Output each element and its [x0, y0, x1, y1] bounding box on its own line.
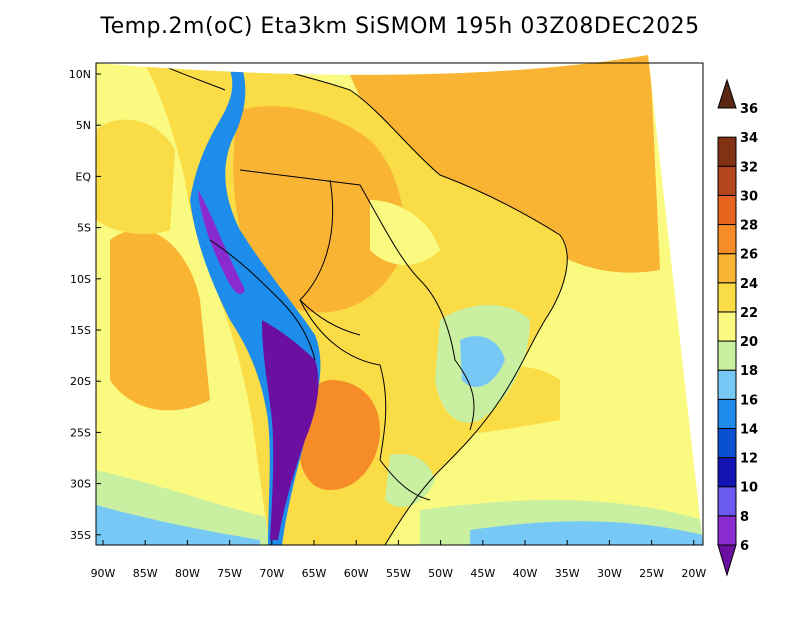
- lon-tick-label: 90W: [91, 567, 116, 580]
- lon-tick-label: 60W: [344, 567, 369, 580]
- lon-tick-label: 30W: [597, 567, 622, 580]
- colorbar-level-label: 14: [740, 422, 758, 437]
- map-frame: [95, 62, 704, 546]
- colorbar-swatch: [717, 427, 737, 459]
- lat-tick-label: 15S: [70, 324, 91, 337]
- longitude-axis: 90W 85W 80W 75W 70W 65W 60W 55W 50W 45W 40W 35W 30W 2…: [91, 540, 706, 580]
- colorbar-level-label: 16: [740, 393, 758, 408]
- colorbar-level-label: 26: [740, 248, 758, 263]
- northern-andes-cold-zone: [198, 190, 245, 295]
- colorbar-level-label: 30: [740, 189, 758, 204]
- colorbar-swatch: [717, 253, 737, 284]
- colorbar-swatch: [717, 398, 737, 429]
- north-pacific-zone: [96, 119, 175, 235]
- lon-tick-label: 50W: [428, 567, 453, 580]
- warm-atlantic-zone: [350, 55, 660, 273]
- lon-tick-label: 70W: [259, 567, 284, 580]
- lon-tick-label: 55W: [386, 567, 411, 580]
- lon-tick-label: 45W: [470, 567, 495, 580]
- lon-tick-label: 80W: [175, 567, 200, 580]
- colorbar-level-label: 6: [740, 539, 749, 554]
- lon-tick-label: 25W: [639, 567, 664, 580]
- lat-tick-label: 5S: [77, 222, 91, 235]
- colorbar-level-label: 8: [740, 510, 749, 525]
- colorbar-level-label: 20: [740, 335, 758, 350]
- central-brazil-zone: [370, 200, 440, 265]
- colorbar-level-label: 32: [740, 160, 758, 175]
- south-brazil-zone: [385, 453, 435, 508]
- colorbar-level-label: 10: [740, 481, 758, 496]
- colorbar-swatch: [717, 194, 737, 226]
- temperature-map: [96, 55, 703, 545]
- lat-tick-label: EQ: [75, 170, 91, 183]
- lat-tick-label: 35S: [70, 529, 91, 542]
- colorbar-level-label: 34: [740, 131, 758, 146]
- colorbar-swatch: [717, 369, 737, 400]
- colorbar-level-label: 18: [740, 364, 758, 379]
- lon-tick-label: 65W: [302, 567, 327, 580]
- south-atlantic-cold-band: [470, 521, 703, 545]
- lon-tick-label: 20W: [681, 567, 706, 580]
- colorbar-level-label: 22: [740, 306, 758, 321]
- colorbar-level-label: 12: [740, 452, 758, 467]
- lon-tick-label: 85W: [133, 567, 158, 580]
- highland-cool-patch: [460, 336, 505, 388]
- amazon-warm-zone: [233, 106, 404, 313]
- colorbar-swatch: [717, 515, 737, 546]
- colorbar-swatch: [717, 136, 737, 167]
- lon-tick-label: 35W: [555, 567, 580, 580]
- colorbar-swatch: [717, 282, 737, 313]
- colorbar-level-label: 28: [740, 219, 758, 234]
- colorbar-level-label: 24: [740, 277, 758, 292]
- lat-tick-label: 30S: [70, 478, 91, 491]
- colorbar-swatch: [717, 224, 737, 255]
- lon-tick-label: 40W: [513, 567, 538, 580]
- lat-tick-label: 5N: [76, 119, 91, 132]
- colorbar-swatch: [717, 486, 737, 517]
- colorbar-swatch: [717, 340, 737, 371]
- colorbar-swatch: [717, 165, 737, 196]
- lat-tick-label: 25S: [70, 426, 91, 439]
- political-boundaries: [139, 55, 568, 545]
- altiplano-coldest-zone: [262, 320, 319, 540]
- lat-tick-label: 20S: [70, 375, 91, 388]
- colorbar-level-label: 36: [740, 102, 758, 117]
- colorbar: 6 8 10 12 14 16 18 20 22 24 26 28 30 32 34 36: [717, 78, 758, 577]
- colorbar-bottom-arrow: [717, 544, 737, 577]
- lat-tick-label: 10S: [70, 273, 91, 286]
- colorbar-swatch: [717, 457, 737, 488]
- map-title: Temp.2m(oC) Eta3km SiSMOM 195h 03Z08DEC2…: [100, 14, 700, 39]
- colorbar-top-arrow: [717, 78, 737, 109]
- lon-tick-label: 75W: [217, 567, 242, 580]
- lat-tick-label: 10N: [69, 68, 91, 81]
- south-pacific-cold-band: [96, 505, 260, 545]
- colorbar-swatch: [717, 311, 737, 342]
- chaco-warm-zone: [298, 380, 380, 490]
- warm-pacific-zone: [110, 229, 210, 411]
- latitude-axis: 10N 5N EQ 5S 10S 15S 20S 25S 30S 35S: [69, 68, 101, 542]
